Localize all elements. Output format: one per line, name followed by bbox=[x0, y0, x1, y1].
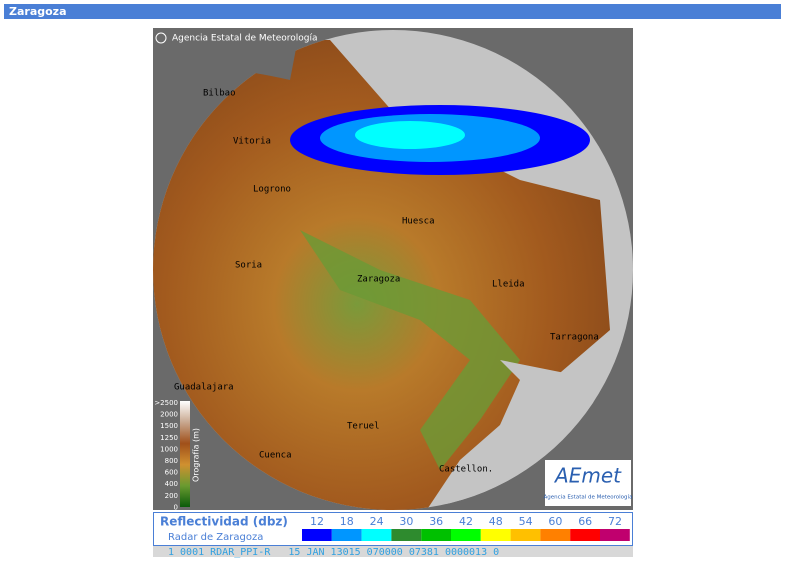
color-swatch bbox=[510, 529, 541, 541]
color-swatch bbox=[331, 529, 362, 541]
swatch-label: 30 bbox=[399, 515, 413, 528]
elevation-label: 200 bbox=[165, 492, 178, 500]
elevation-label: 400 bbox=[165, 480, 178, 488]
city-label: Logrono bbox=[253, 185, 291, 195]
copyright: Agencia Estatal de Meteorología bbox=[172, 34, 318, 44]
swatch-label: 72 bbox=[608, 515, 622, 528]
elevation-label: 2000 bbox=[160, 411, 178, 419]
logo: AEmet bbox=[553, 464, 622, 488]
header-title: Zaragoza bbox=[9, 5, 67, 18]
color-swatch bbox=[570, 529, 600, 541]
elevation-label: 1500 bbox=[160, 422, 178, 430]
logo-caption: Agencia Estatal de Meteorología bbox=[544, 494, 633, 501]
swatch-label: 60 bbox=[548, 515, 562, 528]
echo-24 bbox=[355, 121, 465, 149]
map-corner bbox=[153, 28, 300, 80]
swatch-label: 36 bbox=[429, 515, 443, 528]
city-label: Teruel bbox=[347, 422, 380, 432]
color-swatch bbox=[391, 529, 422, 541]
city-label: Cuenca bbox=[259, 451, 292, 461]
city-label: Lleida bbox=[492, 280, 525, 290]
color-swatch bbox=[600, 529, 630, 541]
swatch-label: 12 bbox=[310, 515, 324, 528]
city-label: Vitoria bbox=[233, 137, 271, 147]
elevation-label: 0 bbox=[174, 503, 178, 511]
city-label: Bilbao bbox=[203, 89, 236, 99]
elevation-title: Orografía (m) bbox=[192, 428, 201, 482]
logo-box bbox=[545, 460, 631, 506]
city-label: Huesca bbox=[402, 217, 435, 227]
color-swatch bbox=[480, 529, 511, 541]
city-label: Soria bbox=[235, 261, 262, 271]
swatch-label: 42 bbox=[459, 515, 473, 528]
swatch-label: 54 bbox=[519, 515, 533, 528]
color-swatch bbox=[451, 529, 481, 541]
radar-map: Agencia Estatal de Meteorología Bilbao V… bbox=[153, 28, 633, 511]
swatch-label: 48 bbox=[489, 515, 503, 528]
city-label: Guadalajara bbox=[174, 383, 234, 393]
color-swatch bbox=[421, 529, 451, 541]
swatch-label: 24 bbox=[370, 515, 384, 528]
elevation-label: 600 bbox=[165, 469, 178, 477]
color-swatch bbox=[540, 529, 571, 541]
elevation-bar bbox=[180, 401, 190, 507]
city-label: Castellon. bbox=[439, 465, 493, 475]
color-swatch bbox=[361, 529, 392, 541]
city-label: Tarragona bbox=[550, 333, 599, 343]
elevation-label: 1250 bbox=[160, 434, 178, 442]
swatch-label: 18 bbox=[340, 515, 354, 528]
legend-title: Reflectividad (dbz) bbox=[160, 515, 288, 529]
color-swatch bbox=[302, 529, 332, 541]
elevation-label: >2500 bbox=[154, 399, 178, 407]
copyright-icon bbox=[155, 32, 167, 44]
status-bar bbox=[153, 546, 633, 557]
legend-subtitle: Radar de Zaragoza bbox=[168, 532, 263, 543]
header-bar bbox=[4, 4, 781, 19]
elevation-label: 800 bbox=[165, 457, 178, 465]
swatch-label: 66 bbox=[578, 515, 592, 528]
elevation-label: 1000 bbox=[160, 445, 178, 453]
city-label: Zaragoza bbox=[357, 275, 400, 285]
status-text: 1 0001 RDAR_PPI-R 15 JAN 13015 070000 07… bbox=[168, 547, 499, 558]
ebro-valley bbox=[300, 230, 520, 470]
